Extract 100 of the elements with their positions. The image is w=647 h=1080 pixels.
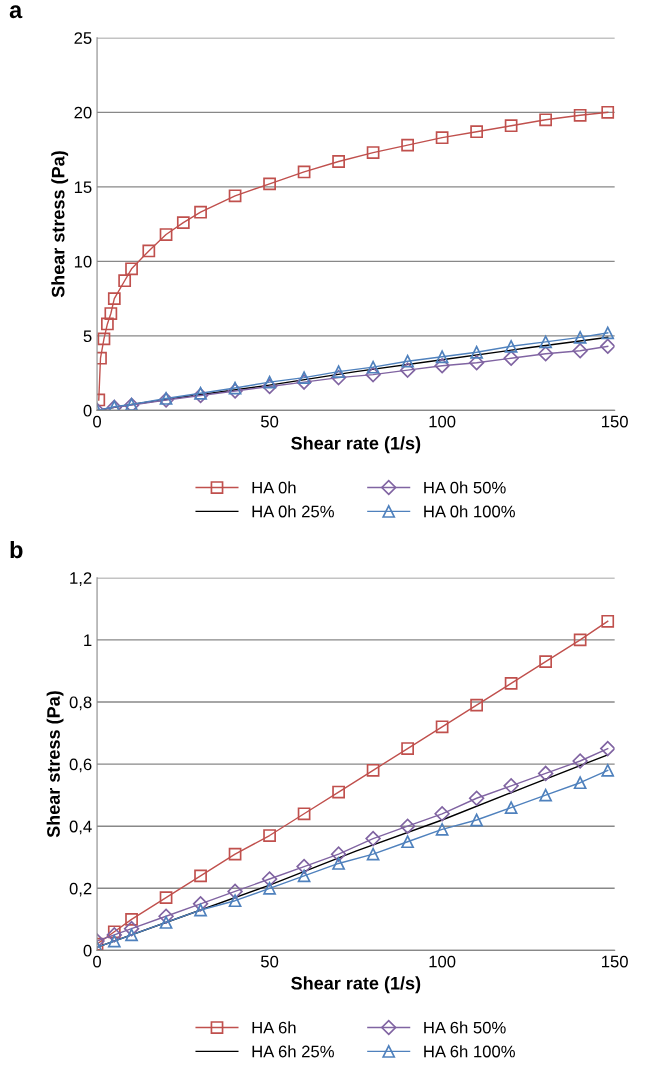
point (297, 807, 311, 821)
point (227, 883, 243, 900)
point (435, 720, 449, 734)
y-tick-label: 5 (83, 330, 92, 343)
point (539, 655, 553, 669)
point (366, 146, 380, 159)
point (572, 343, 588, 359)
point (263, 177, 276, 191)
y-tick-label: 0 (83, 944, 92, 957)
point (106, 927, 123, 943)
legend-label: HA 6h 100% (424, 1045, 515, 1058)
x-tick-label: 0 (93, 955, 102, 968)
point (468, 354, 485, 371)
point (194, 386, 207, 400)
y-axis-title: Shear stress (Pa) (46, 691, 64, 838)
point (297, 165, 311, 179)
point (159, 228, 173, 241)
legend-label: HA 6h 50% (424, 1021, 506, 1034)
point (537, 346, 554, 362)
point (435, 350, 449, 364)
point (401, 354, 415, 368)
point (399, 818, 416, 834)
point (97, 332, 111, 346)
point (142, 244, 156, 258)
y-tick-label: 0,4 (69, 820, 92, 835)
legend-label: HA 0h 25% (252, 505, 334, 518)
point (263, 375, 276, 389)
point (401, 742, 415, 755)
chart-title: b (10, 540, 23, 559)
point (539, 788, 553, 802)
point (332, 785, 345, 799)
point (228, 894, 242, 908)
x-tick-label: 100 (429, 955, 456, 968)
point (228, 189, 242, 203)
point (435, 131, 449, 145)
point (573, 776, 587, 790)
legend-label: HA 0h 50% (424, 481, 506, 494)
point (261, 378, 278, 395)
point (401, 138, 415, 152)
point (470, 125, 484, 139)
point (470, 345, 484, 359)
point (107, 292, 121, 306)
point (107, 934, 121, 948)
x-axis-title: Shear rate (1/s) (291, 976, 421, 994)
point (601, 326, 615, 340)
point (366, 847, 380, 861)
point (573, 633, 587, 647)
point (228, 847, 242, 861)
point (401, 835, 415, 849)
point (107, 925, 121, 939)
point (601, 614, 615, 628)
point (194, 205, 207, 219)
y-tick-label: 0 (83, 404, 92, 417)
point (227, 383, 243, 399)
point (176, 216, 190, 230)
y-tick-label: 0,8 (69, 696, 92, 711)
point (365, 830, 381, 847)
point (194, 903, 207, 917)
point (125, 928, 138, 942)
legend-label: HA 6h (252, 1021, 296, 1034)
point (601, 763, 615, 777)
point (503, 350, 519, 366)
point (332, 155, 345, 168)
point (600, 740, 615, 757)
point (539, 335, 553, 349)
point (365, 366, 381, 383)
point (504, 339, 518, 353)
point (470, 698, 484, 712)
point (104, 307, 118, 320)
y-tick-label: 0,2 (69, 882, 92, 897)
point (504, 801, 518, 814)
point (296, 374, 312, 390)
point (600, 338, 615, 355)
legend-label: HA 0h (252, 481, 296, 494)
point (332, 857, 345, 870)
point (263, 829, 276, 842)
y-axis-title: Shear stress (Pa) (51, 151, 69, 298)
point (194, 869, 207, 883)
y-tick-label: 1,2 (70, 572, 92, 586)
point (470, 813, 484, 827)
point (601, 105, 615, 119)
y-tick-label: 0,6 (69, 758, 92, 773)
point (330, 846, 347, 862)
x-tick-label: 150 (602, 415, 628, 428)
point (366, 360, 380, 374)
point (435, 822, 449, 836)
point (297, 869, 311, 883)
point (192, 387, 209, 404)
point (539, 113, 553, 127)
point (263, 881, 276, 895)
x-axis-title: Shear rate (1/s) (291, 436, 421, 454)
point (125, 912, 138, 926)
x-tick-label: 0 (93, 415, 102, 428)
y-tick-label: 1 (84, 634, 92, 646)
point (192, 896, 209, 912)
point (125, 262, 138, 276)
point (330, 369, 347, 386)
x-tick-label: 50 (260, 415, 279, 428)
y-tick-label: 25 (74, 32, 92, 44)
point (573, 108, 587, 122)
